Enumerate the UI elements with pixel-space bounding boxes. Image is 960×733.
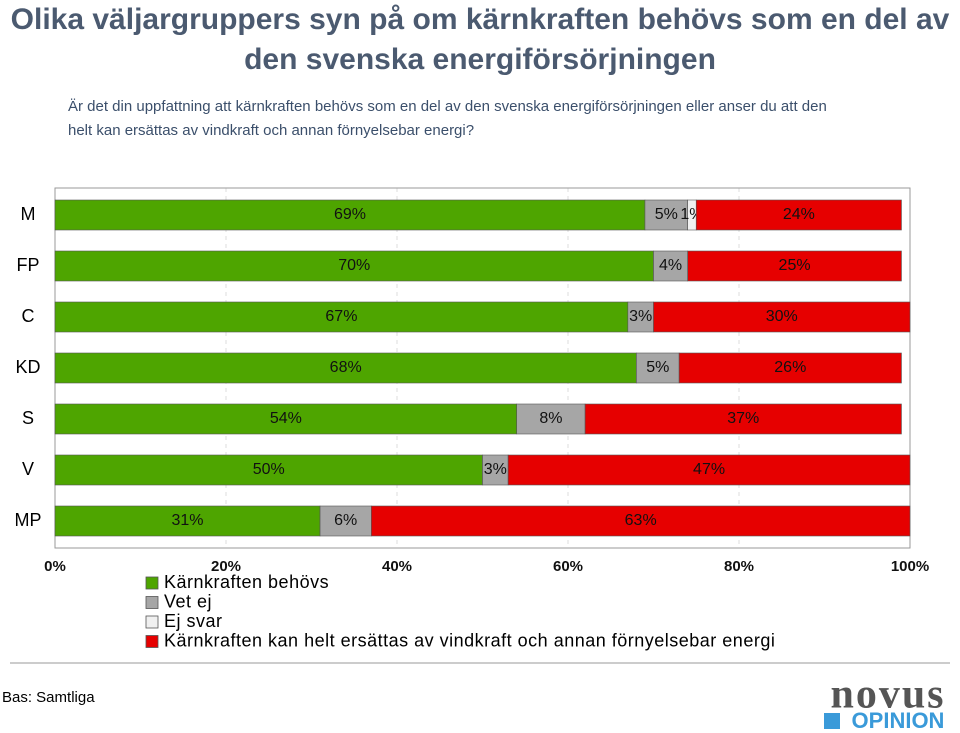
bar-segment <box>516 403 586 435</box>
value-label: 3% <box>629 308 652 325</box>
value-label: 26% <box>774 359 806 376</box>
value-label: 69% <box>334 206 366 223</box>
chart-subtitle: Är det din uppfattning att kärnkraften b… <box>68 98 827 139</box>
value-label: 54% <box>270 410 302 427</box>
value-label: 24% <box>783 206 815 223</box>
value-label: 63% <box>625 512 657 529</box>
category-label: S <box>22 408 34 428</box>
logo-top: novus <box>830 672 945 718</box>
bar-segment <box>687 250 902 282</box>
bar-segment <box>54 454 483 486</box>
bar-segment <box>371 505 911 537</box>
legend-swatch <box>145 635 159 648</box>
category-label: KD <box>15 357 40 377</box>
category-label: M <box>21 204 36 224</box>
x-tick-label: 0% <box>44 558 66 575</box>
value-label: 31% <box>172 512 204 529</box>
bar-segment <box>54 199 646 231</box>
chart-title: Olika väljargruppers syn på om kärnkraft… <box>10 3 950 76</box>
x-tick-label: 80% <box>724 558 754 575</box>
bar-segment <box>54 301 629 333</box>
value-label: 70% <box>338 257 370 274</box>
x-tick-label: 100% <box>891 558 929 575</box>
value-label: 5% <box>646 359 669 376</box>
value-label: 30% <box>766 308 798 325</box>
bar-segment <box>644 199 689 231</box>
bar-segment <box>482 454 509 486</box>
legend-swatch <box>145 615 159 629</box>
category-label: C <box>22 306 35 326</box>
logo-bottom: OPINION <box>852 708 945 733</box>
bar-segment <box>695 199 902 231</box>
bar-segment <box>653 301 911 333</box>
value-label: 5% <box>655 206 678 223</box>
bar-segment <box>54 403 518 435</box>
x-tick-label: 20% <box>211 558 241 575</box>
value-label: 25% <box>779 257 811 274</box>
legend-swatch <box>145 596 159 609</box>
legend-label: Ej svar <box>164 611 223 631</box>
value-label: 4% <box>659 257 682 274</box>
footnote: Bas: Samtliga <box>2 689 95 706</box>
bar-segment <box>678 352 902 384</box>
value-label: 50% <box>253 461 285 478</box>
bar-segment <box>653 250 689 282</box>
value-label: 68% <box>330 359 362 376</box>
value-label: 3% <box>484 461 507 478</box>
bar-segment <box>319 505 372 537</box>
category-label: MP <box>15 510 42 530</box>
logo-square <box>824 713 840 729</box>
category-label: FP <box>16 255 39 275</box>
legend-label: Kärnkraften behövs <box>164 572 329 592</box>
bar-segment <box>627 301 654 333</box>
category-label: V <box>22 459 34 479</box>
legend-label: Kärnkraften kan helt ersättas av vindkra… <box>164 630 775 650</box>
x-tick-label: 40% <box>382 558 412 575</box>
value-label: 47% <box>693 461 725 478</box>
bar-segment <box>584 403 902 435</box>
value-label: 6% <box>334 512 357 529</box>
value-label: 8% <box>539 410 562 427</box>
legend-label: Vet ej <box>164 591 212 611</box>
bar-segment <box>54 250 654 282</box>
bar-segment <box>507 454 911 486</box>
legend-swatch <box>145 576 159 590</box>
value-label: 67% <box>325 308 357 325</box>
bar-segment <box>54 505 321 537</box>
value-label: 37% <box>727 410 759 427</box>
x-tick-label: 60% <box>553 558 583 575</box>
